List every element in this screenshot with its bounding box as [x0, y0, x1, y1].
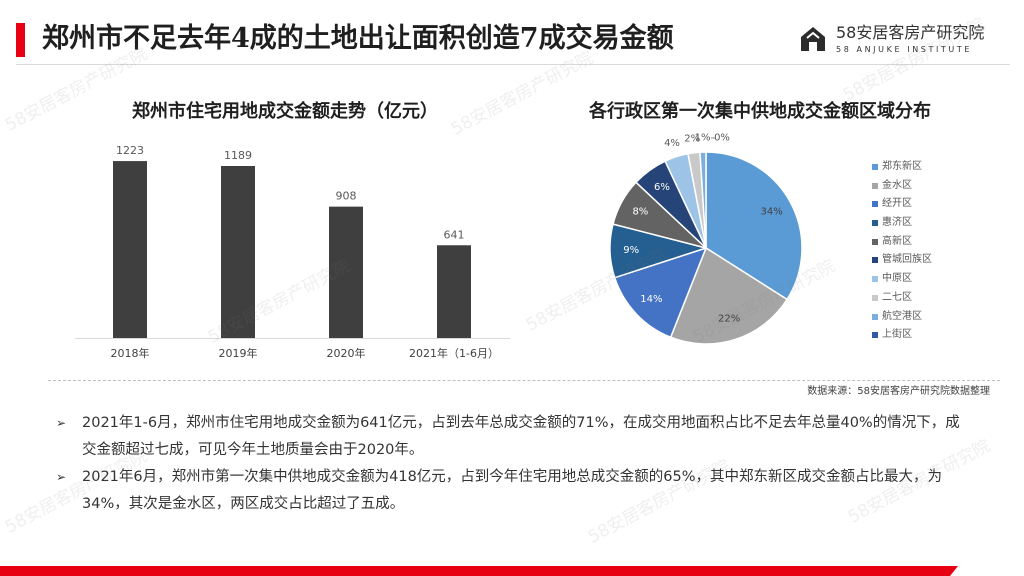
pie-value-label-erqi: 2% — [684, 133, 700, 144]
brand-subtitle: 58 ANJUKE INSTITUTE — [836, 45, 972, 54]
pie-value-label-shangjie: 0% — [714, 133, 730, 144]
x-tick-label-2021: 2021年（1-6月） — [409, 346, 499, 360]
legend-label-hangkonggang: 航空港区 — [882, 310, 922, 322]
bullet-text: 2021年1-6月，郑州市住宅用地成交金额为641亿元，占到去年总成交金额的71… — [82, 415, 960, 458]
legend-item-gaoxin: 高新区 — [872, 233, 992, 252]
bar-value-label-2020: 908 — [336, 190, 357, 203]
legend-label-shangjie: 上街区 — [882, 329, 912, 341]
bar-2020 — [329, 206, 363, 338]
footer-accent-bar — [0, 566, 958, 576]
pie-value-label-zhongyuan: 4% — [664, 138, 680, 149]
legend-item-jinshui: 金水区 — [872, 177, 992, 196]
legend-item-erqi: 二七区 — [872, 289, 992, 308]
legend-label-huiji: 惠济区 — [882, 217, 912, 229]
bar-value-label-2021: 641 — [444, 228, 465, 241]
title-accent-bar — [16, 23, 25, 57]
pie-value-label-huiji: 9% — [623, 245, 639, 256]
pie-value-label-guancheng: 6% — [654, 182, 670, 193]
pie-slice-hangkonggang — [699, 151, 707, 249]
bar-2021 — [437, 245, 471, 338]
legend-swatch-shangjie — [872, 332, 878, 339]
bar-chart: 1223 2018年 1189 2019年 908 2020年 641 2021年（1-6月） — [75, 144, 510, 360]
bullet-item: ➢ 2021年6月，郑州市第一次集中供地成交金额为418亿元，占到今年住宅用地总… — [56, 464, 966, 518]
bar-2019 — [221, 165, 255, 338]
legend-item-jingkai: 经开区 — [872, 195, 992, 214]
bar-value-label-2019: 1189 — [224, 149, 252, 162]
data-source-note: 数据来源：58安居客房产研究院数据整理 — [807, 386, 990, 397]
brand-logo: 58安居客房产研究院 58 ANJUKE INSTITUTE — [798, 22, 1008, 60]
legend-item-shangjie: 上街区 — [872, 326, 992, 345]
pie-chart-title: 各行政区第一次集中供地成交金额区域分布 — [589, 101, 931, 122]
anjuke-house-icon — [801, 27, 825, 51]
bullet-text: 2021年6月，郑州市第一次集中供地成交金额为418亿元，占到今年住宅用地总成交… — [82, 469, 943, 512]
legend-swatch-guancheng — [872, 257, 878, 264]
pie-slice-jinshui — [669, 247, 788, 345]
legend-swatch-jinshui — [872, 182, 878, 189]
slide-title: 郑州市不足去年4成的土地出让面积创造7成交易金额 — [42, 23, 674, 54]
pie-chart: 34% 22% 14% 9% 8% 6% 4% 2%1% 0% — [609, 133, 803, 345]
bar-chart-title: 郑州市住宅用地成交金额走势（亿元） — [132, 101, 438, 122]
pie-legend: 郑东新区金水区经开区惠济区高新区管城回族区中原区二七区航空港区上街区 — [872, 158, 992, 345]
pie-value-label-gaoxin: 8% — [632, 206, 648, 217]
legend-swatch-huiji — [872, 220, 878, 227]
legend-swatch-zhongyuan — [872, 276, 878, 283]
bar-value-label-2018: 1223 — [116, 144, 144, 157]
brand-name: 58安居客房产研究院 — [836, 23, 985, 42]
legend-label-jinshui: 金水区 — [882, 179, 912, 191]
x-tick-label-2018: 2018年 — [111, 346, 150, 360]
bullet-arrow-icon: ➢ — [56, 416, 67, 430]
bullet-arrow-icon: ➢ — [56, 470, 67, 484]
pie-value-label-hangkonggang: 1% — [695, 133, 711, 144]
pie-value-label-zhengdong: 34% — [761, 206, 783, 217]
legend-item-zhengdong: 郑东新区 — [872, 158, 992, 177]
legend-swatch-jingkai — [872, 201, 878, 208]
legend-label-erqi: 二七区 — [882, 291, 912, 303]
x-tick-label-2020: 2020年 — [327, 346, 366, 360]
bullet-item: ➢ 2021年1-6月，郑州市住宅用地成交金额为641亿元，占到去年总成交金额的… — [56, 410, 966, 464]
pie-value-label-jinshui: 22% — [718, 314, 740, 325]
pie-value-label-jingkai: 14% — [640, 294, 662, 305]
legend-label-gaoxin: 高新区 — [882, 235, 912, 247]
title-divider — [16, 64, 1010, 65]
legend-swatch-hangkonggang — [872, 313, 878, 320]
legend-label-zhongyuan: 中原区 — [882, 273, 912, 285]
legend-item-guancheng: 管城回族区 — [872, 251, 992, 270]
legend-label-zhengdong: 郑东新区 — [882, 161, 922, 172]
legend-item-huiji: 惠济区 — [872, 214, 992, 233]
legend-swatch-gaoxin — [872, 238, 878, 245]
x-tick-label-2019: 2019年 — [219, 346, 258, 360]
legend-swatch-erqi — [872, 294, 878, 301]
legend-label-jingkai: 经开区 — [882, 198, 912, 210]
section-divider — [48, 380, 1000, 381]
legend-label-guancheng: 管城回族区 — [882, 254, 932, 266]
bullet-list: ➢ 2021年1-6月，郑州市住宅用地成交金额为641亿元，占到去年总成交金额的… — [56, 410, 966, 518]
legend-swatch-zhengdong — [872, 164, 878, 170]
legend-item-zhongyuan: 中原区 — [872, 270, 992, 289]
legend-item-hangkonggang: 航空港区 — [872, 308, 992, 327]
bar-2018 — [113, 161, 147, 338]
